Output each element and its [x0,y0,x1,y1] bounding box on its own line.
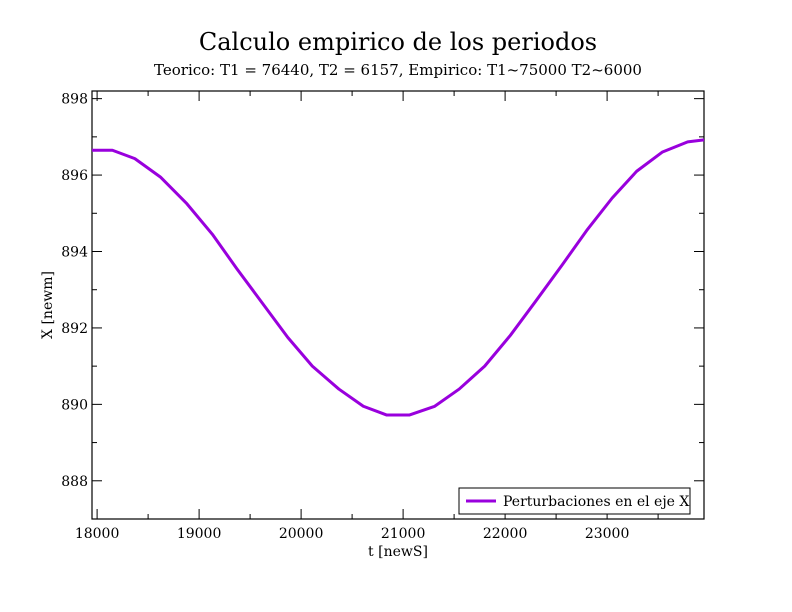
series-layer [92,138,705,417]
x-axis-label: t [newS] [368,544,428,560]
x-tick-label: 19000 [177,526,222,542]
plot-area-frame [91,90,705,520]
y-tick-label: 890 [61,397,88,413]
y-axis-label: X [newm] [40,271,56,339]
axis-ticks [92,91,704,520]
y-tick-label: 894 [61,245,88,261]
x-tick-label: 23000 [585,526,630,542]
chart-subtitle: Teorico: T1 = 76440, T2 = 6157, Empirico… [154,61,642,79]
chart-title: Calculo empirico de los periodos [199,28,597,56]
x-tick-label: 20000 [279,526,324,542]
x-tick-label: 18000 [75,526,120,542]
legend-entry-label: Perturbaciones en el eje X [503,494,689,510]
x-tick-label: 21000 [381,526,426,542]
y-tick-label: 896 [61,168,88,184]
axis-tick-labels: 18000 19000 20000 21000 22000 23000 888 890 892 8… [61,92,629,542]
y-tick-label: 892 [61,321,88,337]
y-tick-label: 898 [61,92,88,108]
series-line-0 [92,138,705,417]
legend-box [458,487,691,515]
legend: Perturbaciones en el eje X [458,487,691,515]
y-tick-label: 888 [61,474,88,490]
x-tick-label: 22000 [483,526,528,542]
